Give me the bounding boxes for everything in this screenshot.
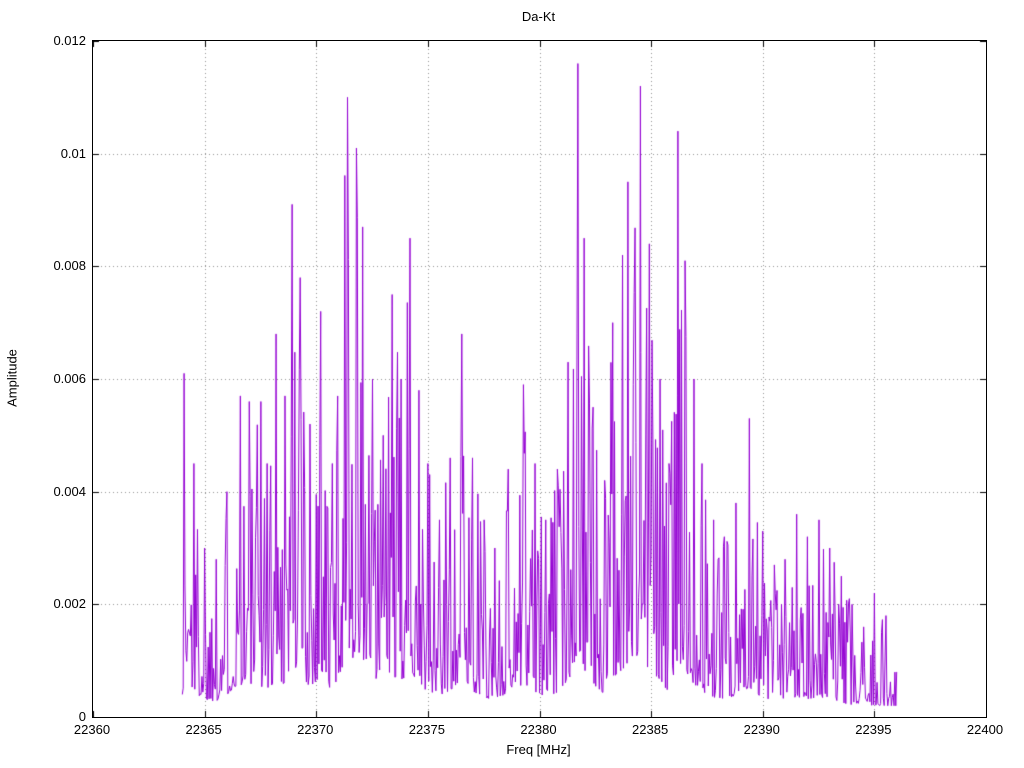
- x-tick-label: 22380: [520, 722, 557, 737]
- x-tick-label: 22395: [855, 722, 892, 737]
- chart-title: Da-Kt: [521, 9, 556, 24]
- x-tick-label: 22390: [743, 722, 780, 737]
- x-tick-label: 22400: [966, 722, 1004, 737]
- x-tick-label: 22370: [297, 722, 334, 737]
- y-tick-label: 0.002: [53, 596, 86, 612]
- y-tick-label: 0.012: [53, 33, 86, 48]
- x-tick-label: 22375: [408, 722, 445, 737]
- plot-area: [92, 40, 987, 718]
- y-tick-label: 0.004: [53, 483, 86, 499]
- x-tick-label: 22360: [73, 722, 111, 737]
- x-tick-label: 22385: [632, 722, 669, 737]
- x-tick-label: 22365: [185, 722, 222, 737]
- y-tick-label: 0.01: [60, 145, 86, 161]
- x-axis-label: Freq [MHz]: [506, 742, 571, 757]
- y-tick-label: 0.006: [53, 371, 86, 386]
- y-tick-label: 0: [78, 709, 86, 724]
- series-canvas: [93, 41, 986, 717]
- y-tick-label: 0.008: [53, 258, 86, 274]
